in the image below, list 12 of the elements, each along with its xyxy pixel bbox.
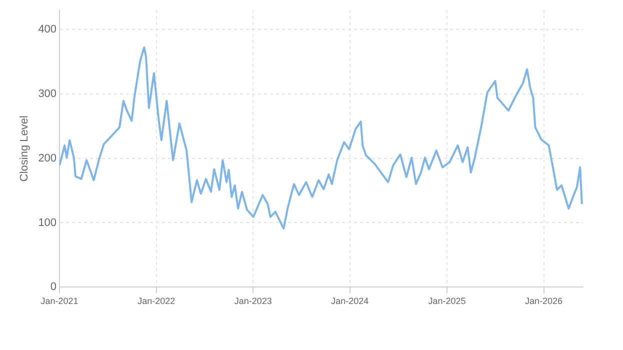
- y-tick-label: 100: [38, 216, 57, 229]
- x-tick-label: Jan-2026: [524, 296, 563, 306]
- x-tick-label: Jan-2023: [234, 296, 272, 306]
- y-tick-label: 0: [50, 281, 57, 294]
- x-tick-label: Jan-2021: [40, 296, 78, 306]
- y-axis-title: Closing Level: [18, 116, 31, 182]
- x-tick-label: Jan-2022: [138, 296, 176, 306]
- y-tick-label: 200: [38, 152, 57, 164]
- x-tick-label: Jan-2025: [428, 296, 466, 306]
- y-tick-label: 300: [38, 88, 57, 100]
- y-tick-label: 400: [38, 23, 57, 36]
- x-tick-label: Jan-2024: [331, 296, 369, 306]
